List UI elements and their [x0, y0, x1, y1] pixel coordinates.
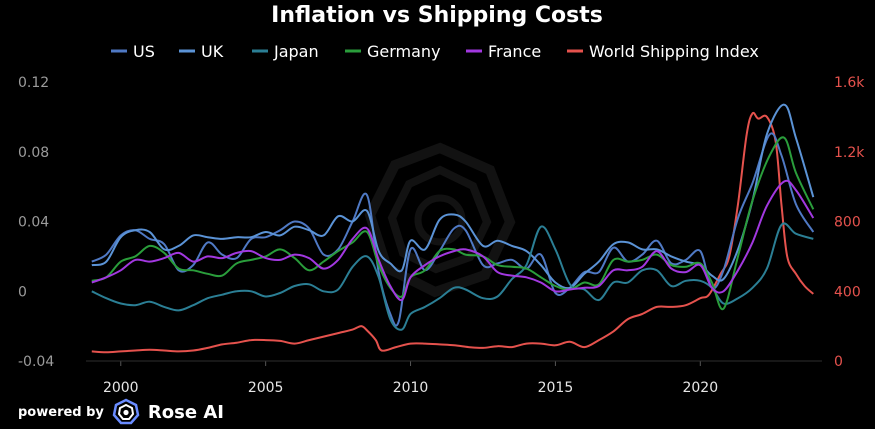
watermark-logo-icon [364, 142, 516, 298]
series-line-france [91, 179, 815, 302]
y-right-tick-label: 1.2k [834, 145, 865, 161]
y-left-tick-label: 0 [18, 284, 27, 300]
x-tick-label: 2010 [393, 380, 429, 396]
series-line-us [91, 132, 815, 327]
branding: powered by Rose AI [18, 398, 224, 426]
y-axis-right: 0 400 800 1.2k 1.6k [834, 75, 865, 370]
y-left-tick-label: -0.04 [18, 354, 54, 370]
legend: US UK Japan Germany France World Shipping Ind… [111, 42, 759, 61]
brand-name: Rose AI [147, 401, 224, 423]
legend-label-us: US [133, 42, 155, 61]
series-line-japan [91, 222, 814, 331]
y-left-tick-label: 0.12 [18, 75, 49, 91]
legend-label-germany: Germany [367, 42, 441, 61]
powered-by-label: powered by [18, 404, 104, 420]
y-right-tick-label: 0 [834, 354, 843, 370]
x-tick-label: 2020 [682, 380, 718, 396]
x-tick-label: 2005 [248, 380, 284, 396]
legend-label-uk: UK [201, 42, 224, 61]
x-axis-tick-marks [120, 361, 701, 366]
x-tick-label: 2000 [103, 380, 139, 396]
legend-label-france: France [488, 42, 541, 61]
y-right-tick-label: 800 [834, 215, 861, 231]
y-right-tick-label: 400 [834, 284, 861, 300]
legend-label-world-shipping-index: World Shipping Index [589, 42, 759, 61]
rose-ai-logo-icon [112, 398, 140, 425]
y-left-tick-label: 0.08 [18, 145, 49, 161]
series-group [91, 103, 815, 354]
y-right-tick-label: 1.6k [834, 75, 865, 91]
series-line-germany [91, 136, 815, 311]
legend-label-japan: Japan [273, 42, 319, 61]
chart-title: Inflation vs Shipping Costs [271, 3, 603, 28]
y-axis-left: -0.04 0 0.04 0.08 0.12 [18, 75, 54, 370]
series-line-world-shipping-index [91, 111, 814, 354]
x-axis: 2000 2005 2010 2015 2020 [103, 380, 718, 396]
y-left-tick-label: 0.04 [18, 215, 49, 231]
x-tick-label: 2015 [538, 380, 574, 396]
